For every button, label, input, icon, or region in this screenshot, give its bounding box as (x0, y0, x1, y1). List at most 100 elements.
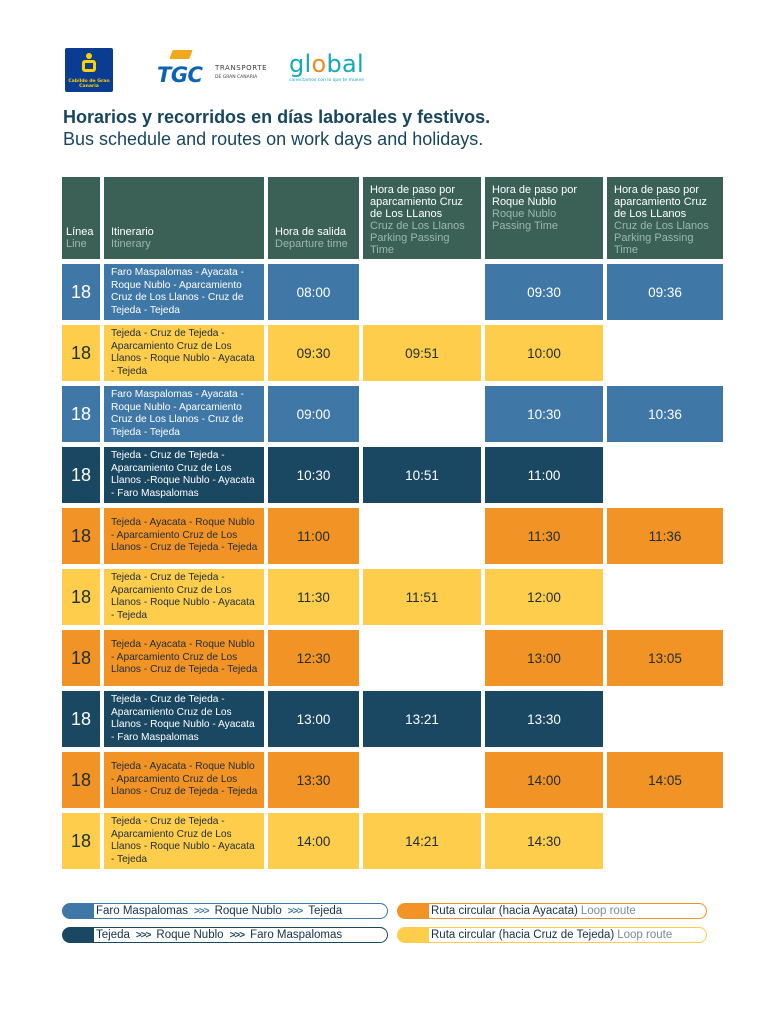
departure-time: 09:00 (268, 386, 359, 442)
itinerary: Tejeda - Cruz de Tejeda - Aparcamiento C… (104, 325, 264, 381)
itinerary: Tejeda - Cruz de Tejeda - Aparcamiento C… (104, 569, 264, 625)
legend-stop: Faro Maspalomas (96, 905, 189, 917)
legend-swatch-orange (397, 903, 429, 919)
cabildo-logo: Cabildo de Gran Canaria (65, 48, 113, 92)
header-departure: Hora de salida Departure time (268, 177, 359, 259)
legend-route-to-maspalomas: Tejeda >>> Roque Nublo >>> Faro Maspalom… (62, 927, 388, 943)
line-number: 18 (62, 325, 100, 381)
cruz-llanos-time-1: 14:21 (363, 813, 481, 869)
itinerary: Tejeda - Ayacata - Roque Nublo - Aparcam… (104, 752, 264, 808)
arrow-icon: >>> (229, 929, 246, 941)
itinerary: Tejeda - Ayacata - Roque Nublo - Aparcam… (104, 508, 264, 564)
roque-nublo-time: 10:00 (485, 325, 603, 381)
arrow-icon: >>> (135, 929, 152, 941)
global-tagline: conectamos con lo que te mueve (289, 78, 365, 83)
tgc-subtitle-small: DE GRAN CANARIA (215, 75, 258, 80)
header-cruz-llanos-1: Hora de paso por aparcamiento Cruz de Lo… (363, 177, 481, 259)
line-number: 18 (62, 264, 100, 320)
cruz-llanos-time-1: 09:51 (363, 325, 481, 381)
tgc-wordmark: TGC (157, 63, 203, 87)
tgc-subtitle: TRANSPORTE (215, 64, 268, 72)
line-number: 18 (62, 630, 100, 686)
itinerary: Tejeda - Cruz de Tejeda - Aparcamiento C… (104, 691, 264, 747)
roque-nublo-time: 11:00 (485, 447, 603, 503)
header-itinerary: Itinerario Itinerary (104, 177, 264, 259)
legend-text: Ruta circular (hacia Cruz de Tejeda) (431, 929, 615, 941)
cruz-llanos-time-1: 11:51 (363, 569, 481, 625)
itinerary: Tejeda - Cruz de Tejeda - Aparcamiento C… (104, 447, 264, 503)
legend-loop-ayacata: Ruta circular (hacia Ayacata) Loop route (397, 903, 707, 919)
legend-text-en: Loop route (617, 929, 673, 941)
itinerary: Faro Maspalomas - Ayacata - Roque Nublo … (104, 386, 264, 442)
legend-swatch-yellow (397, 927, 429, 943)
departure-time: 09:30 (268, 325, 359, 381)
cruz-llanos-time-1 (363, 508, 481, 564)
roque-nublo-time: 12:00 (485, 569, 603, 625)
departure-time: 14:00 (268, 813, 359, 869)
header-roque-nublo: Hora de paso por Roque Nublo Roque Nublo… (485, 177, 603, 259)
cruz-llanos-time-1 (363, 630, 481, 686)
line-number: 18 (62, 569, 100, 625)
schedule-table: Línea Line Itinerario Itinerary Hora de … (62, 177, 723, 869)
cabildo-logo-text: Cabildo de Gran Canaria (68, 79, 110, 89)
cruz-llanos-time-1 (363, 752, 481, 808)
global-logo: global conectamos con lo que te mueve (289, 50, 389, 92)
legend-text-en: Loop route (580, 905, 636, 917)
cruz-llanos-time-1 (363, 264, 481, 320)
line-number: 18 (62, 691, 100, 747)
departure-time: 13:00 (268, 691, 359, 747)
arrow-icon: >>> (194, 905, 210, 917)
line-number: 18 (62, 386, 100, 442)
cruz-llanos-time-2 (607, 691, 723, 747)
tgc-accent-bar (169, 50, 193, 59)
legend-stop: Tejeda (308, 905, 343, 917)
roque-nublo-time: 14:00 (485, 752, 603, 808)
cruz-llanos-time-2: 10:36 (607, 386, 723, 442)
departure-time: 11:30 (268, 569, 359, 625)
legend-stop: Faro Maspalomas (250, 929, 343, 941)
itinerary: Tejeda - Cruz de Tejeda - Aparcamiento C… (104, 813, 264, 869)
cruz-llanos-time-2 (607, 813, 723, 869)
departure-time: 10:30 (268, 447, 359, 503)
legend-text: Ruta circular (hacia Ayacata) (431, 905, 578, 917)
cruz-llanos-time-2 (607, 569, 723, 625)
roque-nublo-time: 11:30 (485, 508, 603, 564)
cruz-llanos-time-2: 13:05 (607, 630, 723, 686)
legend-swatch-navy (62, 927, 94, 943)
legend-swatch-blue (62, 903, 94, 919)
cruz-llanos-time-1: 13:21 (363, 691, 481, 747)
legend-loop-cruz-tejeda: Ruta circular (hacia Cruz de Tejeda) Loo… (397, 927, 707, 943)
line-number: 18 (62, 813, 100, 869)
arrow-icon: >>> (287, 905, 304, 917)
departure-time: 11:00 (268, 508, 359, 564)
tgc-logo: TGC TRANSPORTE DE GRAN CANARIA (157, 50, 267, 92)
departure-time: 12:30 (268, 630, 359, 686)
page-subtitle: Bus schedule and routes on work days and… (63, 129, 484, 149)
cruz-llanos-time-2 (607, 447, 723, 503)
legend-stop: Tejeda (96, 929, 130, 941)
page-title: Horarios y recorridos en días laborales … (63, 107, 491, 127)
departure-time: 08:00 (268, 264, 359, 320)
crest-icon (82, 53, 96, 72)
departure-time: 13:30 (268, 752, 359, 808)
legend-route-to-tejeda: Faro Maspalomas >>> Roque Nublo >>> Teje… (62, 903, 388, 919)
roque-nublo-time: 14:30 (485, 813, 603, 869)
roque-nublo-time: 13:30 (485, 691, 603, 747)
roque-nublo-time: 10:30 (485, 386, 603, 442)
line-number: 18 (62, 447, 100, 503)
cruz-llanos-time-2: 11:36 (607, 508, 723, 564)
legend-stop: Roque Nublo (214, 905, 282, 917)
line-number: 18 (62, 508, 100, 564)
itinerary: Tejeda - Ayacata - Roque Nublo - Aparcam… (104, 630, 264, 686)
header-line: Línea Line (62, 177, 100, 259)
roque-nublo-time: 13:00 (485, 630, 603, 686)
legend-stop: Roque Nublo (156, 929, 224, 941)
header-cruz-llanos-2: Hora de paso por aparcamiento Cruz de Lo… (607, 177, 723, 259)
itinerary: Faro Maspalomas - Ayacata - Roque Nublo … (104, 264, 264, 320)
cruz-llanos-time-2: 14:05 (607, 752, 723, 808)
cruz-llanos-time-1: 10:51 (363, 447, 481, 503)
global-wordmark: global (289, 50, 365, 78)
cruz-llanos-time-1 (363, 386, 481, 442)
roque-nublo-time: 09:30 (485, 264, 603, 320)
cruz-llanos-time-2: 09:36 (607, 264, 723, 320)
